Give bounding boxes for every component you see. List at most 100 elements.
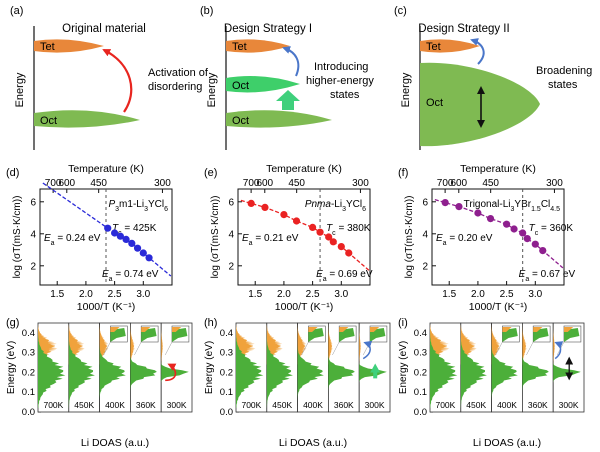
dos-subpanel: 450K <box>460 322 492 413</box>
data-point <box>292 217 301 225</box>
x-axis-label: 1000/T (K⁻¹) <box>469 301 527 313</box>
dos-panel: (h) 0.0 0.1 0.2 0.3 0.4 Energy (eV) 700K 450K 400… <box>204 317 391 449</box>
x-tick-label: 2.0 <box>79 289 93 300</box>
y-tick-label: 0.0 <box>220 407 233 418</box>
oct-upper-state <box>226 76 300 93</box>
x-tick-label: 3.0 <box>136 289 150 300</box>
tet-label: Tet <box>40 41 55 53</box>
energy-axis-label: Energy <box>206 72 218 107</box>
ea-high-label: Ea = 0.21 eV <box>242 233 299 247</box>
green-block-arrow <box>276 90 300 110</box>
panel-label: (i) <box>398 317 408 329</box>
panel-label: (e) <box>204 167 217 179</box>
y-tick-label: 0.1 <box>414 387 427 398</box>
top-tick-label: 600 <box>58 178 75 189</box>
tet-band <box>161 324 163 365</box>
x-tick-label: 2.0 <box>471 289 485 300</box>
temperature-label: 700K <box>241 400 261 410</box>
top-tick-label: 450 <box>482 178 499 189</box>
y-tick-label: 6 <box>228 197 234 208</box>
dos-subpanel: 400K <box>491 322 523 413</box>
x-tick-label: 3.0 <box>334 289 348 300</box>
y-tick-label: 0.0 <box>414 407 427 418</box>
temperature-label: 700K <box>435 400 455 410</box>
ea-high-label: Ea = 0.20 eV <box>436 233 493 247</box>
y-tick-label: 0.4 <box>22 328 35 339</box>
dos-subpanel: 360K <box>327 322 360 413</box>
dos-subpanel: 700K <box>235 322 268 413</box>
x-tick-label: 3.0 <box>528 289 542 300</box>
y-tick-label: 4 <box>228 229 234 240</box>
x-axis-label: Li DOAS (a.u.) <box>279 437 347 449</box>
oct-band <box>68 328 95 409</box>
temperature-label: 300K <box>559 400 579 410</box>
y-axis-label: log (σT(mS·K/cm)) <box>210 196 221 279</box>
data-point <box>247 199 255 207</box>
annotation-line-2: states <box>548 79 578 91</box>
data-point <box>503 220 511 228</box>
y-tick-label: 0.2 <box>220 367 233 378</box>
y-tick-label: 0.1 <box>22 387 35 398</box>
blue-arrow <box>362 340 373 360</box>
data-point <box>531 240 539 248</box>
dos-subpanel: 700K <box>429 322 462 413</box>
panel-label: (f) <box>398 167 408 179</box>
panel-a: (a) Original material Energy Tet Oct Act… <box>10 5 209 150</box>
y-axis-label: log (σT(mS·K/cm)) <box>404 196 415 279</box>
tet-band <box>491 324 501 365</box>
data-point <box>455 203 463 211</box>
y-tick-label: 0.1 <box>220 387 233 398</box>
x-axis-label: Li DOAS (a.u.) <box>473 437 541 449</box>
x-tick-label: 2.5 <box>306 289 320 300</box>
y-tick-label: 4 <box>422 229 428 240</box>
blue-arrow <box>554 341 564 360</box>
tet-state <box>420 39 480 53</box>
dos-subpanel: 300K <box>160 322 193 413</box>
oct-band <box>460 328 487 409</box>
dos-panels: (g) 0.0 0.1 0.2 0.3 0.4 Energy (eV) 700K 450K 400… <box>6 317 585 449</box>
energy-axis-label: Energy <box>14 72 26 107</box>
blue-arrow <box>282 46 300 77</box>
panel-a-label: (a) <box>10 5 23 17</box>
y-tick-label: 2 <box>30 261 36 272</box>
inset-leader <box>301 341 309 356</box>
tc-label: Tc = 360K <box>529 223 574 237</box>
dos-subpanel: 450K <box>68 322 101 413</box>
panel-label: (g) <box>6 317 19 329</box>
inset-tet <box>110 327 120 332</box>
temperature-label: 450K <box>466 400 486 410</box>
data-point <box>486 215 495 223</box>
temperature-label: 450K <box>272 400 292 410</box>
top-tick-label: 300 <box>352 178 369 189</box>
oct-band <box>297 328 324 409</box>
data-point <box>523 235 531 243</box>
dos-panel: (i) 0.0 0.1 0.2 0.3 0.4 Energy (eV) 700K 450K 400… <box>398 317 585 449</box>
tc-label: Tc = 380K <box>326 223 371 237</box>
temperature-label: 360K <box>528 400 548 410</box>
oct-state <box>34 110 140 128</box>
fit-line <box>240 199 370 271</box>
data-point <box>133 244 142 252</box>
panel-label: (d) <box>6 167 19 179</box>
tet-state <box>34 39 104 53</box>
oct-upper-label: Oct <box>232 80 249 92</box>
tet-band <box>359 324 361 365</box>
data-point <box>139 249 147 257</box>
inset-tet <box>369 327 380 332</box>
tet-band <box>130 324 135 365</box>
green-arrow <box>370 363 381 379</box>
data-point <box>345 249 353 257</box>
oct-band <box>130 328 157 409</box>
y-axis-label: log (σT(mS·K/cm)) <box>12 196 23 279</box>
data-point <box>145 254 153 262</box>
x-axis-label: 1000/T (K⁻¹) <box>275 301 333 313</box>
annotation-line-3: states <box>330 89 360 101</box>
temperature-label: 360K <box>334 400 354 410</box>
x-tick-label: 1.5 <box>50 289 64 300</box>
top-tick-label: 450 <box>90 178 107 189</box>
oct-band <box>359 328 387 409</box>
